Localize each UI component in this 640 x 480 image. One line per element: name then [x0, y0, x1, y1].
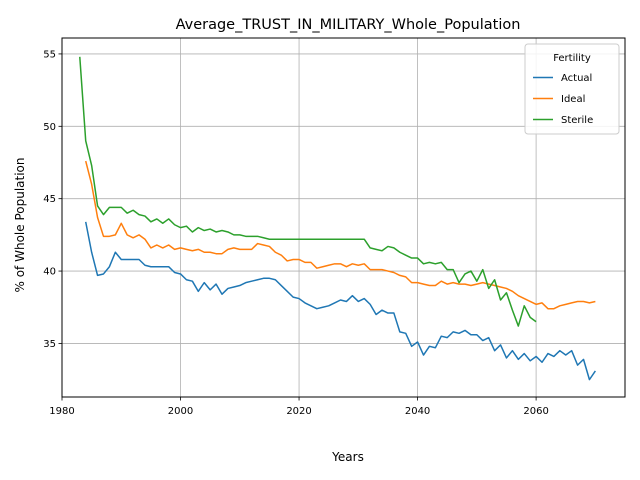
x-tick-label: 2060 — [523, 406, 548, 417]
x-tick-label: 1980 — [49, 406, 74, 417]
legend-box — [524, 43, 620, 135]
legend-title: Fertility — [553, 53, 591, 64]
legend-label-ideal: Ideal — [561, 94, 585, 105]
y-tick-label: 35 — [43, 339, 56, 350]
legend-label-actual: Actual — [561, 73, 592, 84]
series-lines — [79, 56, 596, 381]
y-tick-label: 55 — [43, 49, 56, 60]
plot-frame — [61, 37, 626, 398]
x-tick-label: 2000 — [168, 406, 193, 417]
series-line-ideal — [84, 160, 596, 310]
y-tick-label: 50 — [43, 122, 56, 133]
legend: Fertility Actual Ideal Sterile — [524, 43, 620, 135]
x-tick-label: 2040 — [405, 406, 430, 417]
y-axis-label: % of Whole Population — [13, 158, 27, 293]
series-line-actual — [84, 221, 596, 381]
y-tick-label: 40 — [43, 267, 56, 278]
chart-title: Average_TRUST_IN_MILITARY_Whole_Populati… — [176, 17, 521, 33]
x-axis-label: Years — [331, 450, 364, 464]
axis-ticks: 1980 2000 2020 2040 2060 35 40 45 50 55 — [43, 49, 549, 417]
series-line-sterile — [79, 56, 537, 327]
x-tick-label: 2020 — [286, 406, 311, 417]
y-tick-label: 45 — [43, 194, 56, 205]
legend-label-sterile: Sterile — [561, 115, 593, 126]
